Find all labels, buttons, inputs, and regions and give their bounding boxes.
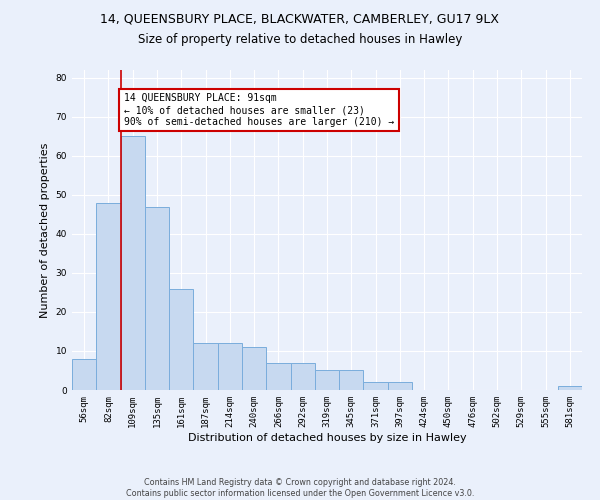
- Bar: [266, 362, 290, 390]
- Text: Size of property relative to detached houses in Hawley: Size of property relative to detached ho…: [138, 32, 462, 46]
- Bar: [218, 343, 242, 390]
- Bar: [388, 382, 412, 390]
- Bar: [315, 370, 339, 390]
- Bar: [339, 370, 364, 390]
- Text: 14, QUEENSBURY PLACE, BLACKWATER, CAMBERLEY, GU17 9LX: 14, QUEENSBURY PLACE, BLACKWATER, CAMBER…: [101, 12, 499, 26]
- Bar: [242, 347, 266, 390]
- Bar: [364, 382, 388, 390]
- Bar: [290, 362, 315, 390]
- Bar: [193, 343, 218, 390]
- Y-axis label: Number of detached properties: Number of detached properties: [40, 142, 50, 318]
- Bar: [72, 359, 96, 390]
- Text: Contains HM Land Registry data © Crown copyright and database right 2024.
Contai: Contains HM Land Registry data © Crown c…: [126, 478, 474, 498]
- X-axis label: Distribution of detached houses by size in Hawley: Distribution of detached houses by size …: [188, 432, 466, 442]
- Bar: [145, 206, 169, 390]
- Text: 14 QUEENSBURY PLACE: 91sqm
← 10% of detached houses are smaller (23)
90% of semi: 14 QUEENSBURY PLACE: 91sqm ← 10% of deta…: [124, 94, 394, 126]
- Bar: [169, 288, 193, 390]
- Bar: [96, 202, 121, 390]
- Bar: [121, 136, 145, 390]
- Bar: [558, 386, 582, 390]
